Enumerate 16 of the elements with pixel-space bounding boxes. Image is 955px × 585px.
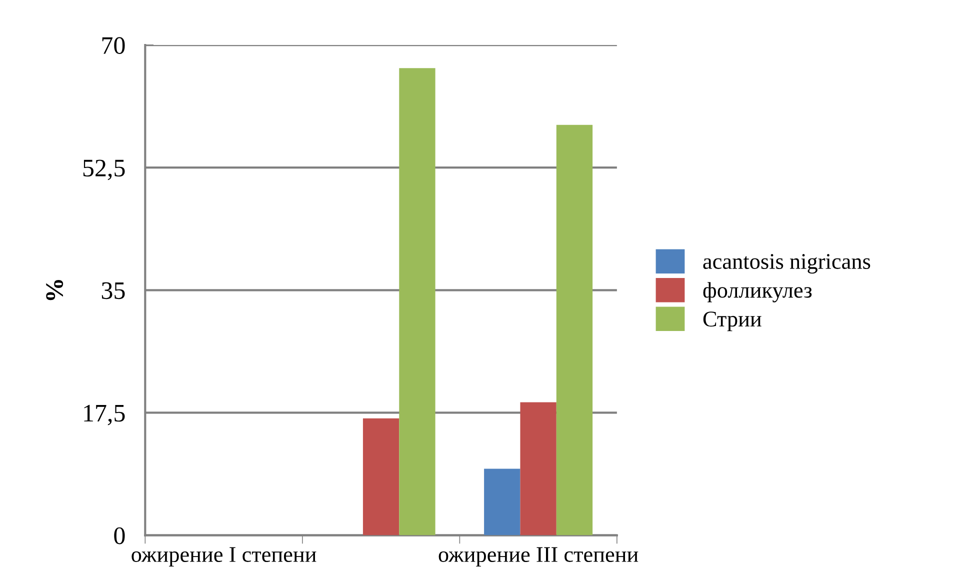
y-axis-title: % bbox=[46, 280, 64, 300]
legend-label: фолликулез bbox=[703, 282, 812, 302]
y-tick-label: 17,5 bbox=[84, 404, 125, 426]
bar bbox=[556, 124, 593, 536]
legend-label: Стрии bbox=[703, 312, 762, 332]
bar bbox=[484, 468, 520, 536]
bar bbox=[520, 402, 556, 536]
y-tick-label: 35 bbox=[102, 282, 125, 300]
y-tick-label: 52,5 bbox=[83, 160, 125, 180]
legend-label: acantosis nigricans bbox=[703, 254, 870, 274]
y-tick-label: 0 bbox=[114, 527, 125, 544]
bar bbox=[362, 418, 400, 536]
bar bbox=[399, 68, 436, 536]
x-tick-label: ожирение III степени bbox=[438, 547, 638, 567]
y-tick-label: 70 bbox=[102, 37, 125, 54]
x-tick-label: ожирение I степени bbox=[132, 547, 316, 567]
